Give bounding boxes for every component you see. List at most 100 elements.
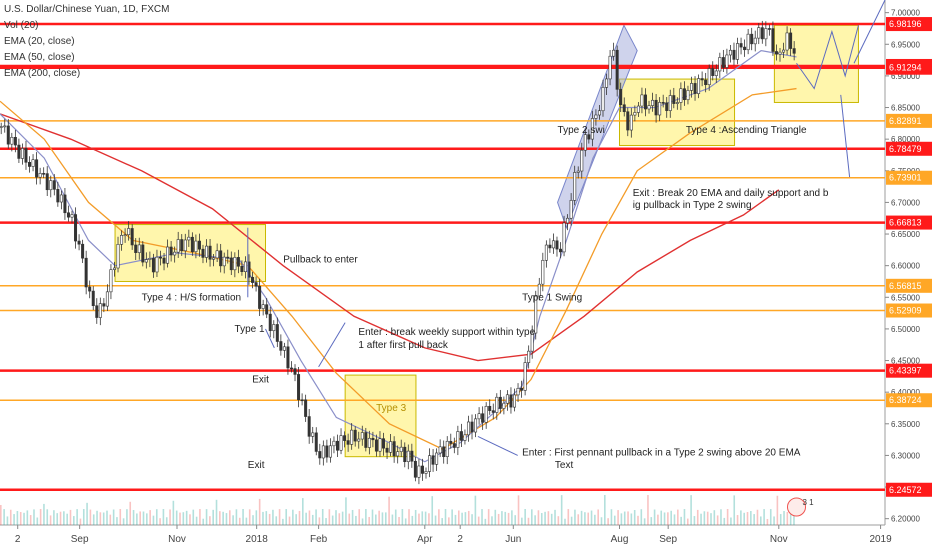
indicator-volume[interactable]: Vol (20) bbox=[4, 20, 39, 31]
candle-body bbox=[70, 214, 74, 218]
volume-bar bbox=[471, 514, 473, 525]
candle-body bbox=[442, 446, 446, 457]
candle-body bbox=[509, 394, 513, 408]
candle-body bbox=[396, 451, 400, 457]
candle-body bbox=[452, 443, 456, 448]
candle-body bbox=[357, 438, 361, 442]
candle-body bbox=[435, 452, 439, 465]
volume-bar bbox=[146, 513, 148, 525]
volume-bar bbox=[750, 511, 752, 525]
volume-bar bbox=[23, 512, 25, 525]
candle-body bbox=[297, 374, 301, 401]
volume-bar bbox=[584, 512, 586, 525]
y-tick-label: 6.80000 bbox=[891, 135, 920, 144]
candle-body bbox=[371, 437, 375, 441]
volume-bar bbox=[507, 512, 510, 525]
volume-bar bbox=[736, 515, 739, 525]
volume-bar bbox=[165, 517, 168, 525]
volume-bar bbox=[604, 495, 606, 525]
candle-body bbox=[162, 257, 166, 264]
y-tick-label: 6.40000 bbox=[891, 388, 920, 397]
volume-bar bbox=[521, 517, 523, 525]
candle-body bbox=[215, 250, 219, 259]
candle-body bbox=[764, 28, 768, 40]
volume-bar bbox=[414, 509, 417, 525]
candle-body bbox=[194, 240, 198, 253]
price-label-bg bbox=[886, 393, 932, 408]
volume-bar bbox=[527, 517, 530, 525]
volume-bar bbox=[643, 518, 646, 525]
y-tick-label: 6.55000 bbox=[891, 293, 920, 302]
candle-body bbox=[459, 431, 463, 441]
volume-bar bbox=[348, 513, 351, 525]
price-label: 6.78479 bbox=[889, 144, 922, 154]
candle-body bbox=[668, 95, 672, 111]
candle-body bbox=[495, 396, 499, 413]
candle-body bbox=[66, 212, 70, 218]
candle-body bbox=[325, 445, 329, 458]
candle-body bbox=[774, 51, 778, 55]
volume-bar bbox=[640, 509, 643, 525]
candle-body bbox=[488, 405, 492, 411]
indicator-ema20[interactable]: EMA (20, close) bbox=[4, 36, 75, 47]
volume-bar bbox=[26, 510, 29, 525]
volume-bar bbox=[73, 516, 75, 525]
indicator-ema200[interactable]: EMA (200, close) bbox=[4, 68, 81, 79]
volume-bar bbox=[504, 511, 507, 525]
volume-bar bbox=[139, 511, 141, 525]
volume-bar bbox=[730, 517, 732, 525]
annotation-exit1: Exit bbox=[252, 375, 269, 386]
candle-body bbox=[300, 399, 304, 402]
volume-bar bbox=[497, 513, 500, 525]
candle-body bbox=[551, 240, 555, 249]
candle-body bbox=[197, 240, 201, 250]
candle-body bbox=[778, 51, 782, 55]
candle-body bbox=[615, 49, 619, 90]
countdown-badge bbox=[787, 497, 806, 517]
volume-bar bbox=[398, 516, 400, 525]
candle-body bbox=[562, 222, 566, 253]
volume-bar bbox=[617, 510, 619, 525]
candle-body bbox=[587, 134, 591, 140]
volume-bar bbox=[371, 509, 374, 525]
volume-bar bbox=[766, 518, 769, 525]
candle-body bbox=[275, 324, 279, 342]
candle-body bbox=[49, 180, 53, 191]
price-label-bg bbox=[886, 141, 932, 156]
candle-body bbox=[109, 269, 113, 293]
candle-body bbox=[689, 83, 693, 91]
candle-body bbox=[498, 396, 502, 409]
candle-body bbox=[314, 432, 318, 452]
candle-body bbox=[413, 460, 417, 478]
volume-bar bbox=[773, 516, 775, 525]
candle-body bbox=[286, 346, 290, 369]
candle-body bbox=[399, 446, 403, 453]
candle-body bbox=[236, 257, 240, 267]
candle-body bbox=[746, 33, 750, 51]
candle-body bbox=[757, 27, 761, 39]
volume-bar bbox=[235, 509, 238, 525]
volume-bar bbox=[411, 515, 414, 525]
indicator-ema50[interactable]: EMA (50, close) bbox=[4, 52, 75, 63]
candle-body bbox=[88, 286, 92, 292]
volume-bar bbox=[610, 509, 613, 525]
volume-bar bbox=[464, 512, 467, 525]
y-tick-label: 6.70000 bbox=[891, 198, 920, 207]
volume-bar bbox=[298, 510, 301, 525]
volume-bar bbox=[328, 509, 331, 525]
volume-bar bbox=[195, 516, 198, 525]
price-label-bg bbox=[886, 215, 932, 230]
candle-body bbox=[672, 95, 676, 104]
candle-body bbox=[420, 465, 424, 474]
volume-bar bbox=[368, 516, 370, 525]
volume-bar bbox=[783, 511, 785, 525]
volume-bar bbox=[63, 511, 65, 525]
candle-body bbox=[293, 368, 297, 375]
candle-body bbox=[590, 118, 594, 140]
candle-body bbox=[707, 68, 711, 86]
candle-body bbox=[13, 136, 17, 146]
price-label-bg bbox=[886, 60, 932, 75]
volume-bar bbox=[690, 495, 692, 525]
